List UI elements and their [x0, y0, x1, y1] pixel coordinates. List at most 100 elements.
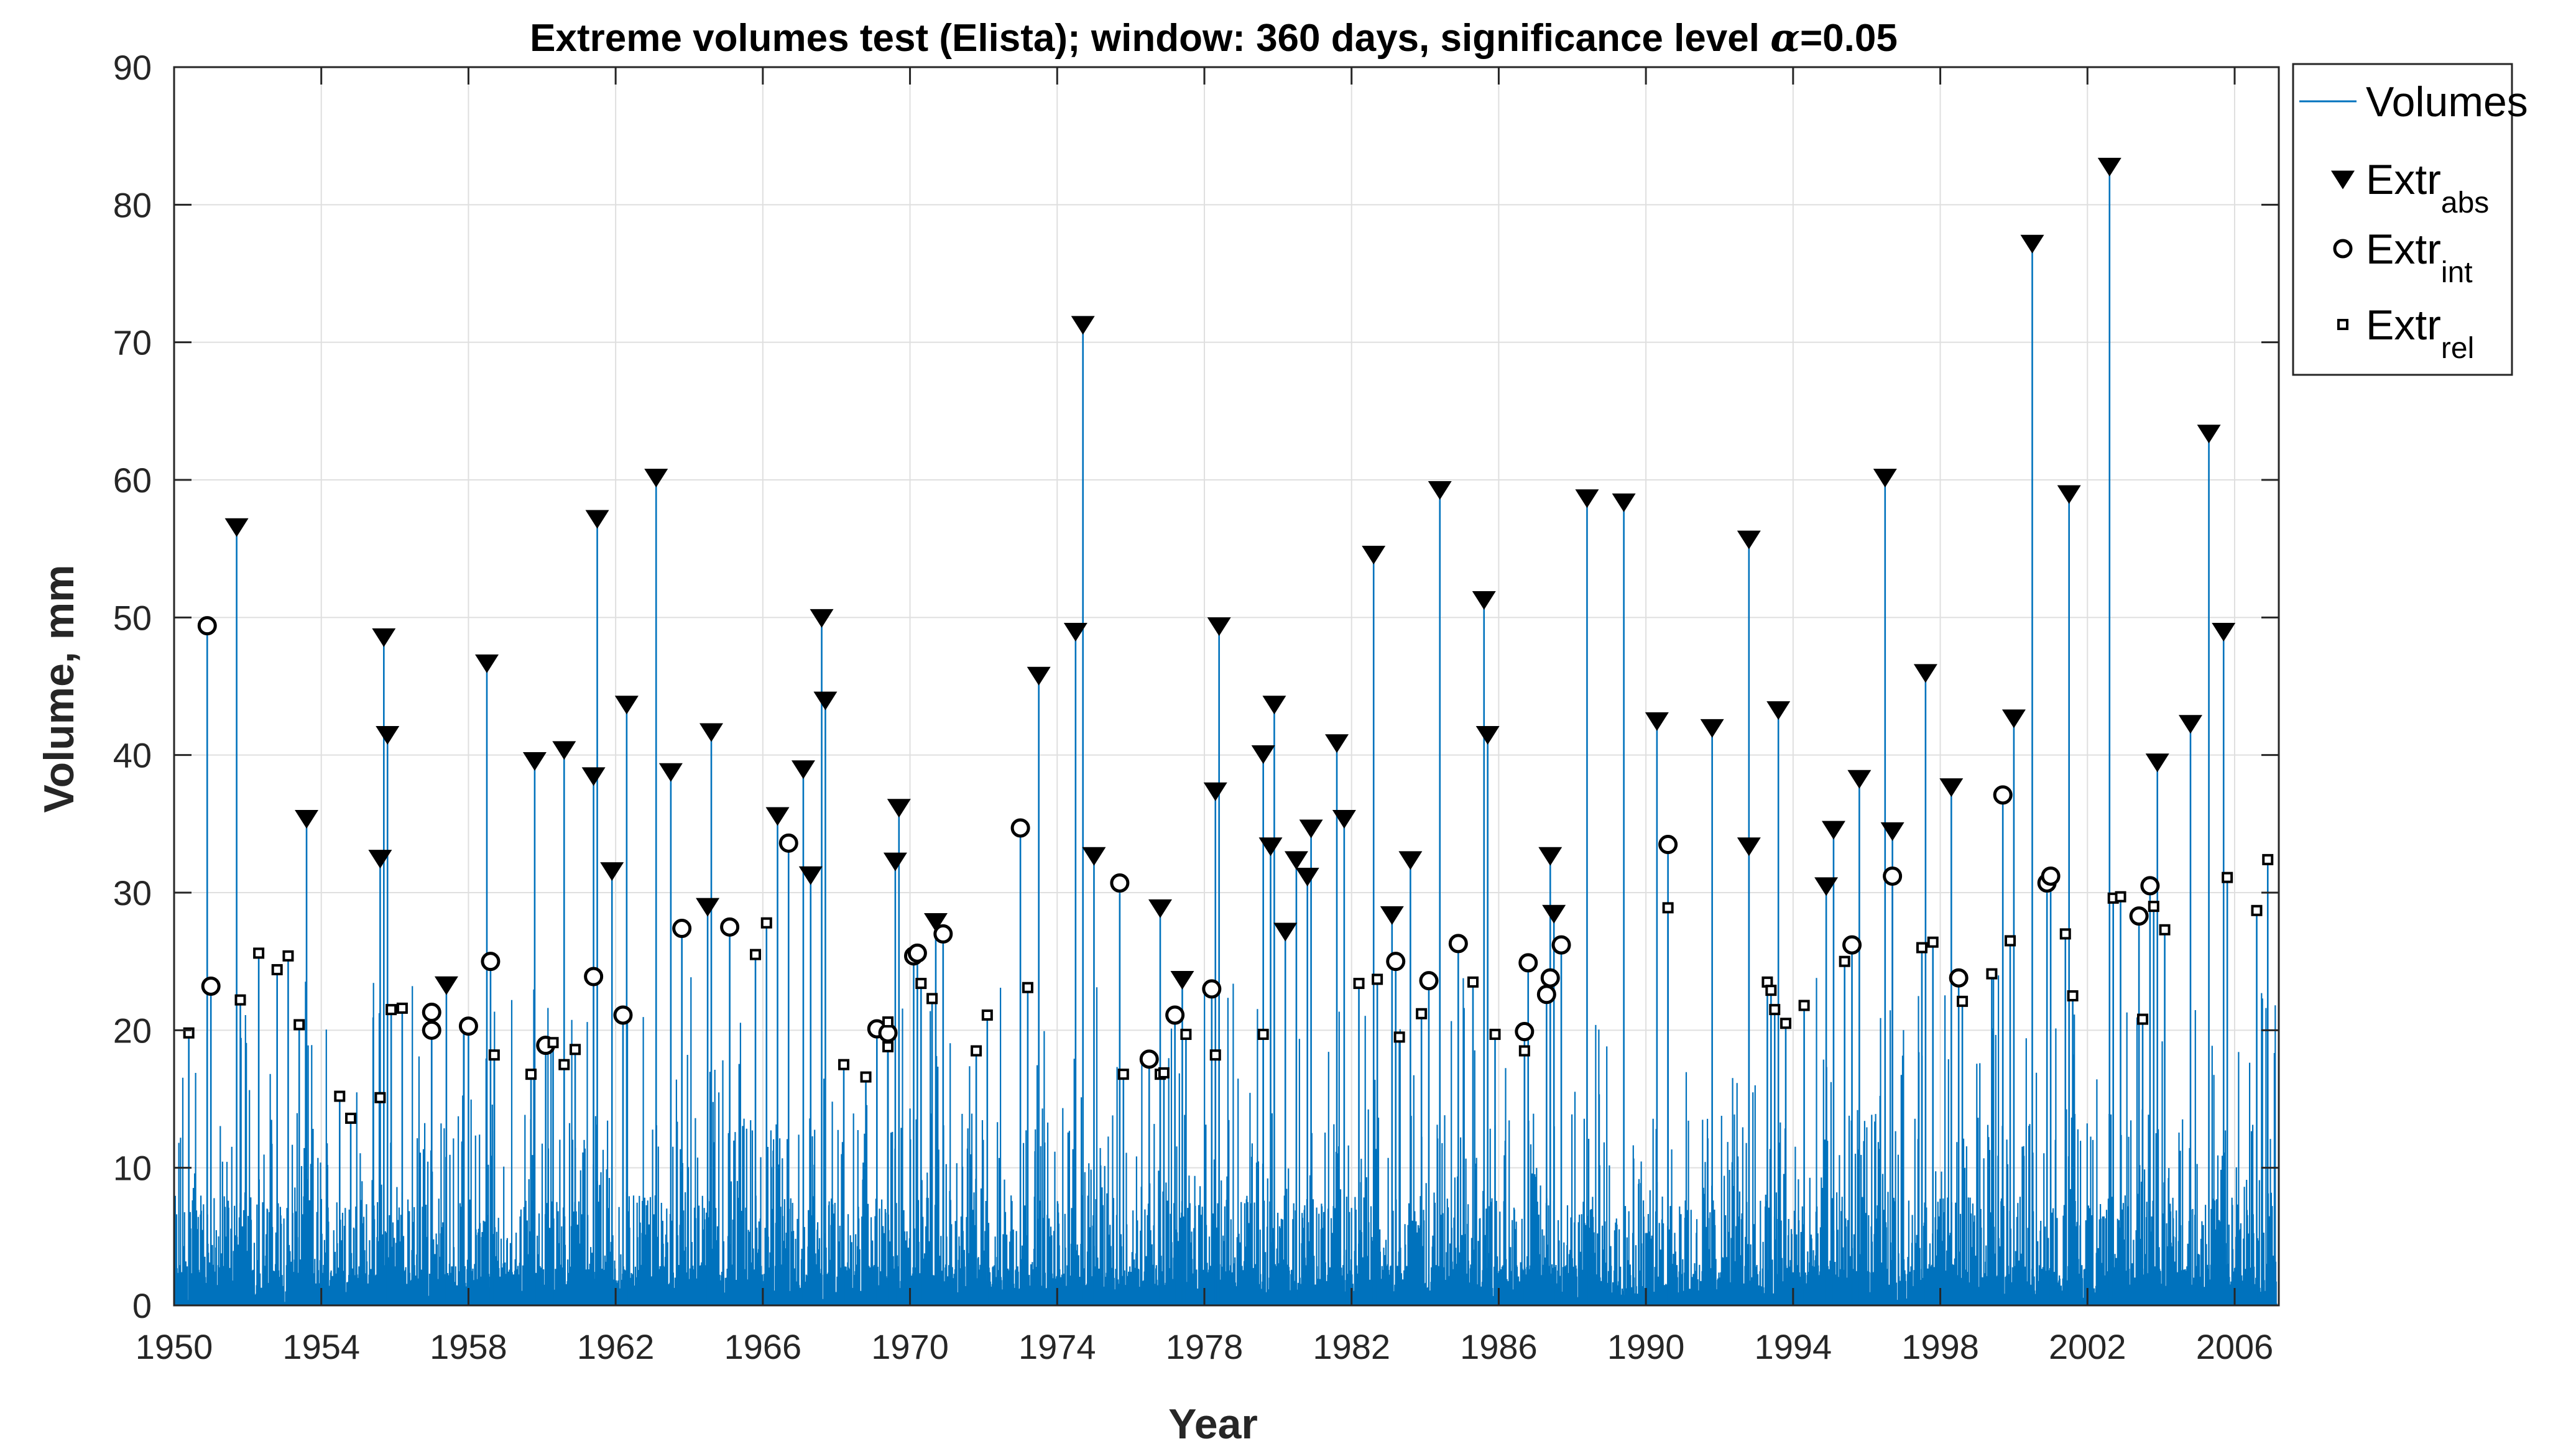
marker-extr-abs	[813, 691, 838, 711]
legend-swatch-square	[2337, 319, 2348, 330]
marker-extr-int	[481, 952, 501, 972]
marker-extr-rel	[2262, 853, 2274, 865]
legend-swatch-triangle-down	[2331, 170, 2355, 190]
marker-extr-abs	[1538, 847, 1563, 866]
chart-title: Extreme volumes test (Elista); window: 3…	[530, 15, 1898, 60]
marker-extr-abs	[1847, 770, 1872, 789]
marker-extr-rel	[396, 1002, 408, 1014]
marker-extr-rel	[1769, 1004, 1781, 1016]
y-tick-label: 20	[113, 1011, 152, 1050]
marker-extr-abs	[696, 898, 720, 917]
marker-extr-rel	[1916, 942, 1927, 954]
marker-extr-rel	[1158, 1067, 1170, 1078]
marker-extr-abs	[1299, 819, 1323, 839]
marker-extr-abs	[644, 469, 668, 488]
marker-extr-abs	[522, 752, 547, 771]
legend-box	[2292, 63, 2513, 376]
marker-extr-abs	[224, 518, 249, 537]
marker-extr-abs	[2001, 709, 2026, 729]
marker-extr-int	[458, 1016, 478, 1036]
marker-extr-abs	[1814, 877, 1839, 896]
marker-extr-int	[672, 919, 692, 939]
marker-extr-abs	[1284, 851, 1308, 870]
marker-extr-int	[422, 1020, 441, 1040]
marker-extr-int	[1658, 835, 1678, 855]
marker-extr-rel	[971, 1045, 982, 1057]
marker-extr-rel	[253, 947, 265, 959]
marker-extr-abs	[1575, 489, 1599, 508]
marker-extr-abs	[1295, 867, 1319, 886]
marker-extr-rel	[558, 1059, 570, 1070]
marker-extr-abs	[1542, 904, 1566, 924]
marker-extr-abs	[600, 862, 624, 881]
marker-extr-abs	[1737, 530, 1761, 550]
marker-extr-abs	[1207, 617, 1231, 637]
x-tick-label: 1974	[1018, 1327, 1096, 1366]
y-tick-label: 70	[113, 323, 152, 362]
marker-extr-rel	[1927, 936, 1939, 948]
x-tick-label: 1978	[1166, 1327, 1244, 1366]
marker-extr-rel	[750, 949, 762, 960]
x-tick-label: 1994	[1755, 1327, 1832, 1366]
x-tick-label: 1990	[1607, 1327, 1685, 1366]
marker-extr-int	[1419, 971, 1439, 991]
marker-extr-abs	[1913, 664, 1937, 683]
marker-extr-rel	[2059, 928, 2071, 940]
y-tick-label: 90	[113, 48, 152, 87]
marker-extr-abs	[1398, 851, 1423, 870]
y-tick-label: 40	[113, 736, 152, 775]
marker-extr-abs	[883, 852, 907, 871]
marker-extr-rel	[2067, 990, 2079, 1001]
x-tick-label: 1950	[136, 1327, 213, 1366]
marker-extr-rel	[882, 1041, 894, 1052]
x-tick-label: 1966	[724, 1327, 802, 1366]
marker-extr-abs	[614, 696, 639, 715]
marker-extr-abs	[1251, 745, 1275, 764]
legend-entry-base: Extr	[2366, 226, 2441, 273]
extreme-markers	[183, 157, 2274, 1124]
marker-extr-abs	[376, 725, 400, 745]
y-tick-label: 80	[113, 185, 152, 224]
marker-extr-rel	[345, 1112, 357, 1124]
y-axis-label: Volume, mm	[35, 564, 83, 812]
marker-extr-rel	[1489, 1028, 1501, 1040]
marker-extr-abs	[1821, 821, 1845, 840]
marker-extr-rel	[2137, 1013, 2149, 1025]
marker-extr-rel	[1518, 1045, 1530, 1057]
marker-extr-rel	[271, 963, 283, 975]
marker-extr-abs	[1148, 899, 1172, 918]
marker-extr-rel	[926, 993, 938, 1005]
y-tick-label: 10	[113, 1149, 152, 1188]
marker-extr-rel	[2115, 891, 2126, 903]
marker-extr-rel	[2159, 924, 2171, 936]
marker-extr-rel	[981, 1009, 993, 1021]
marker-extr-rel	[1416, 1008, 1428, 1019]
marker-extr-abs	[295, 809, 319, 829]
legend-entry-subscript: rel	[2441, 332, 2474, 365]
marker-extr-rel	[760, 917, 772, 929]
marker-extr-abs	[1362, 546, 1386, 565]
marker-extr-abs	[1325, 734, 1349, 753]
marker-extr-rel	[570, 1044, 581, 1055]
marker-extr-abs	[923, 913, 948, 932]
marker-extr-int	[422, 1003, 441, 1023]
marker-extr-int	[1202, 979, 1222, 999]
marker-extr-rel	[1180, 1028, 1192, 1040]
marker-extr-int	[2140, 876, 2160, 896]
x-tick-label: 1958	[430, 1327, 507, 1366]
marker-extr-abs	[434, 976, 458, 995]
marker-extr-int	[1448, 934, 1468, 954]
legend-entry-base: Extr	[2366, 301, 2441, 349]
legend-entry-subscript: abs	[2441, 186, 2489, 219]
marker-extr-rel	[334, 1090, 346, 1102]
marker-extr-rel	[1353, 978, 1365, 990]
marker-extr-rel	[1372, 973, 1383, 985]
marker-extr-abs	[658, 763, 683, 782]
marker-extr-abs	[2057, 485, 2081, 504]
marker-extr-int	[778, 833, 798, 853]
marker-extr-abs	[1472, 591, 1496, 610]
marker-extr-rel	[1209, 1049, 1221, 1061]
chart-title-main: Extreme volumes test (Elista); window: 3…	[530, 17, 1770, 60]
